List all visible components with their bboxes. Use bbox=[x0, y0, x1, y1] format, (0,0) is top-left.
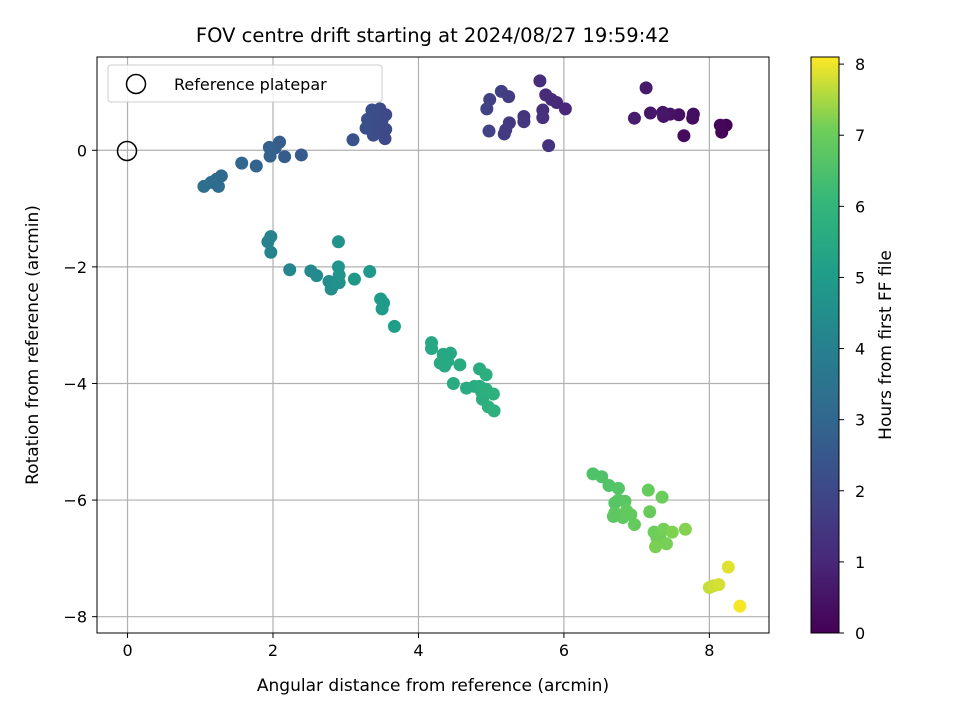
data-point bbox=[659, 537, 673, 551]
data-point bbox=[264, 245, 278, 259]
legend-entry-reference: Reference platepar bbox=[174, 75, 327, 94]
colorbar-tick-label: 8 bbox=[855, 55, 865, 74]
data-point bbox=[533, 74, 547, 88]
data-point bbox=[643, 106, 657, 120]
x-axis-label: Angular distance from reference (arcmin) bbox=[257, 676, 609, 696]
data-point bbox=[494, 84, 508, 98]
data-point bbox=[536, 111, 550, 125]
data-point bbox=[438, 359, 452, 373]
data-point bbox=[375, 302, 389, 316]
colorbar-ticks: 0 1 2 3 4 5 6 7 8 bbox=[839, 55, 865, 643]
y-tick-label: 0 bbox=[77, 141, 87, 160]
colorbar-tick-label: 7 bbox=[855, 126, 865, 145]
data-point bbox=[643, 505, 657, 519]
x-tick-label: 2 bbox=[268, 641, 278, 660]
data-point bbox=[294, 148, 308, 162]
y-tick-label: −8 bbox=[63, 608, 87, 627]
chart-title: FOV centre drift starting at 2024/08/27 … bbox=[196, 24, 670, 47]
data-point bbox=[332, 268, 346, 282]
data-point bbox=[278, 150, 292, 164]
data-point bbox=[346, 133, 360, 147]
data-point bbox=[733, 599, 747, 613]
data-point bbox=[497, 127, 511, 141]
axis-ticks: 0 2 4 6 8 −8 −6 −4 −2 0 bbox=[63, 141, 714, 660]
data-point bbox=[713, 118, 727, 132]
data-point bbox=[446, 376, 460, 390]
data-point bbox=[639, 81, 653, 95]
data-point bbox=[539, 88, 553, 102]
colorbar-tick-label: 1 bbox=[855, 553, 865, 572]
data-point bbox=[479, 368, 493, 382]
data-point bbox=[425, 341, 439, 355]
data-point bbox=[649, 540, 663, 554]
data-point bbox=[359, 121, 373, 135]
data-point bbox=[197, 179, 211, 193]
colorbar-tick-label: 5 bbox=[855, 268, 865, 287]
data-point bbox=[624, 508, 638, 522]
data-point bbox=[443, 346, 457, 360]
data-point bbox=[641, 483, 655, 497]
y-axis-label: Rotation from reference (arcmin) bbox=[23, 205, 43, 485]
legend-reference-icon bbox=[125, 73, 147, 95]
data-point bbox=[721, 560, 735, 574]
colorbar-tick-label: 3 bbox=[855, 411, 865, 430]
y-tick-label: −6 bbox=[63, 491, 87, 510]
data-point bbox=[656, 105, 670, 119]
data-point bbox=[627, 518, 641, 532]
data-point bbox=[235, 156, 249, 170]
data-point bbox=[611, 481, 625, 495]
data-point bbox=[482, 124, 496, 138]
data-point bbox=[363, 265, 377, 279]
data-point bbox=[347, 272, 361, 286]
data-point bbox=[595, 470, 609, 484]
colorbar-label: Hours from first FF file bbox=[876, 250, 896, 440]
y-tick-label: −4 bbox=[63, 374, 87, 393]
colorbar: 0 1 2 3 4 5 6 7 8 Hours from first FF file bbox=[810, 55, 896, 643]
data-point bbox=[249, 159, 263, 173]
data-point bbox=[310, 269, 324, 283]
data-point bbox=[655, 490, 669, 504]
data-point bbox=[453, 358, 467, 372]
x-tick-label: 0 bbox=[122, 641, 132, 660]
data-point bbox=[261, 235, 275, 249]
data-point bbox=[387, 319, 401, 333]
data-point bbox=[486, 387, 500, 401]
data-point bbox=[487, 404, 501, 418]
legend-frame bbox=[107, 64, 383, 103]
data-point bbox=[665, 525, 679, 539]
data-point bbox=[480, 102, 494, 116]
data-point bbox=[677, 129, 691, 143]
x-tick-label: 4 bbox=[413, 641, 423, 660]
data-point bbox=[283, 263, 297, 277]
data-point bbox=[712, 578, 726, 592]
x-tick-label: 6 bbox=[559, 641, 569, 660]
data-point bbox=[331, 235, 345, 249]
colorbar-gradient bbox=[810, 56, 840, 634]
data-point bbox=[542, 139, 556, 153]
colorbar-tick-label: 6 bbox=[855, 197, 865, 216]
colorbar-tick-label: 2 bbox=[855, 482, 865, 501]
data-point bbox=[263, 149, 277, 163]
data-point bbox=[686, 107, 700, 121]
data-points bbox=[197, 74, 747, 613]
data-point bbox=[606, 509, 620, 523]
y-tick-label: −2 bbox=[63, 258, 87, 277]
data-point bbox=[517, 115, 531, 129]
colorbar-tick-label: 0 bbox=[855, 624, 865, 643]
reference-platepar-marker bbox=[116, 140, 138, 162]
plot-area-frame bbox=[96, 56, 770, 634]
data-point bbox=[678, 522, 692, 536]
data-point bbox=[627, 111, 641, 125]
x-tick-label: 8 bbox=[704, 641, 714, 660]
colorbar-tick-label: 4 bbox=[855, 340, 865, 359]
legend: Reference platepar bbox=[107, 64, 383, 103]
